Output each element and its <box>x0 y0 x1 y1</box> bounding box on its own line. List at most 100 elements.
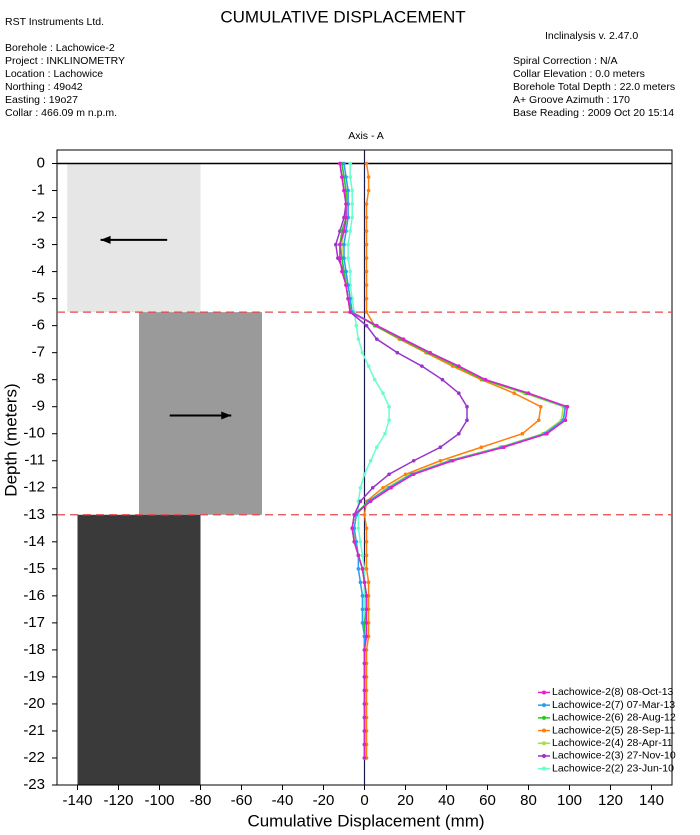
legend-marker <box>542 728 546 733</box>
series-point <box>366 188 371 193</box>
zone <box>139 312 262 515</box>
series-point <box>362 661 367 666</box>
series-point <box>352 512 357 517</box>
series-point <box>364 323 369 328</box>
series-point <box>360 567 365 571</box>
series-point <box>348 161 352 166</box>
series-point <box>364 567 369 571</box>
series-point <box>411 472 416 477</box>
legend-marker <box>542 690 546 695</box>
x-tick-label: -140 <box>62 792 92 809</box>
series-point <box>362 648 367 652</box>
series-point <box>348 229 352 233</box>
zone-arrow-head <box>221 411 232 420</box>
series-point <box>364 202 369 206</box>
info-right: Borehole Total Depth : 22.0 meters <box>513 81 675 93</box>
series-point <box>362 715 367 720</box>
series-point <box>364 310 369 314</box>
series-point <box>364 215 369 220</box>
x-tick-label: -100 <box>144 792 174 809</box>
series-point <box>346 296 350 301</box>
info-right: Spiral Correction : N/A <box>513 55 617 67</box>
series-point <box>362 688 367 693</box>
series-point <box>428 350 432 355</box>
y-tick-label: 0 <box>37 154 45 171</box>
legend-marker <box>542 753 546 758</box>
x-tick-label: 100 <box>557 792 582 809</box>
info-left: Project : INKLINOMETRY <box>5 55 125 67</box>
series-point <box>403 472 408 477</box>
legend-marker <box>542 715 546 720</box>
series-point <box>340 175 344 179</box>
series-point <box>362 675 367 679</box>
software: Inclinalysis v. 2.47.0 <box>545 30 638 42</box>
series-point <box>344 269 348 274</box>
series-point <box>350 526 355 531</box>
y-tick-label: -6 <box>32 317 45 334</box>
series-point <box>438 458 443 463</box>
series-point <box>401 337 406 341</box>
series-point <box>438 445 443 450</box>
series-point <box>364 607 369 612</box>
series-point <box>457 391 461 395</box>
legend-label: Lachowice-2(2) 23-Jun-10 <box>552 762 674 774</box>
series-point <box>368 458 373 463</box>
series-point <box>344 202 348 206</box>
series-point <box>348 175 352 179</box>
series-point <box>346 242 350 247</box>
series-point <box>352 540 357 544</box>
y-tick-label: -15 <box>23 560 45 577</box>
y-tick-label: -22 <box>23 749 45 766</box>
series-point <box>346 188 350 193</box>
series-point <box>364 540 369 544</box>
series-point <box>545 431 549 436</box>
legend-label: Lachowice-2(7) 07-Mar-13 <box>552 699 675 711</box>
series-point <box>395 350 400 355</box>
info-left: Northing : 49o42 <box>5 81 83 93</box>
series-point <box>358 580 363 585</box>
series-point <box>342 256 346 260</box>
series-point <box>364 296 369 301</box>
y-tick-label: -7 <box>32 344 45 361</box>
series-point <box>344 215 348 220</box>
series-point <box>563 418 568 423</box>
series-point <box>387 404 391 409</box>
series-point <box>364 256 369 260</box>
series-point <box>366 580 371 585</box>
info-right: Collar Elevation : 0.0 meters <box>513 68 645 80</box>
legend-label: Lachowice-2(8) 08-Oct-13 <box>552 686 674 698</box>
legend-label: Lachowice-2(3) 27-Nov-10 <box>552 750 676 762</box>
series-point <box>565 404 570 409</box>
y-tick-label: -17 <box>23 614 45 631</box>
series-point <box>344 175 348 179</box>
series-point <box>348 269 352 274</box>
series-point <box>364 269 369 274</box>
series-point <box>338 242 342 247</box>
series-point <box>381 485 385 490</box>
y-tick-label: -11 <box>24 452 45 469</box>
series-point <box>350 202 355 206</box>
series-line <box>347 163 390 758</box>
y-tick-label: -21 <box>23 722 45 739</box>
series-point <box>338 161 342 166</box>
series-point <box>368 499 373 504</box>
legend-label: Lachowice-2(4) 28-Apr-11 <box>552 737 673 749</box>
series-point <box>420 364 424 368</box>
legend-marker <box>542 766 546 771</box>
subtitle: Axis - A <box>348 130 384 142</box>
series-point <box>358 485 363 490</box>
y-tick-label: -2 <box>32 209 45 226</box>
series-point <box>465 404 469 409</box>
series-point <box>362 742 367 747</box>
series-point <box>539 404 543 409</box>
series-point <box>350 188 355 193</box>
y-axis-title: Depth (meters) <box>1 383 20 496</box>
x-tick-label: 20 <box>397 792 414 809</box>
series-point <box>346 256 350 260</box>
series-point <box>383 431 387 436</box>
x-tick-label: -20 <box>313 792 335 809</box>
series-point <box>364 594 369 598</box>
series-point <box>362 580 367 585</box>
series-point <box>342 188 346 193</box>
